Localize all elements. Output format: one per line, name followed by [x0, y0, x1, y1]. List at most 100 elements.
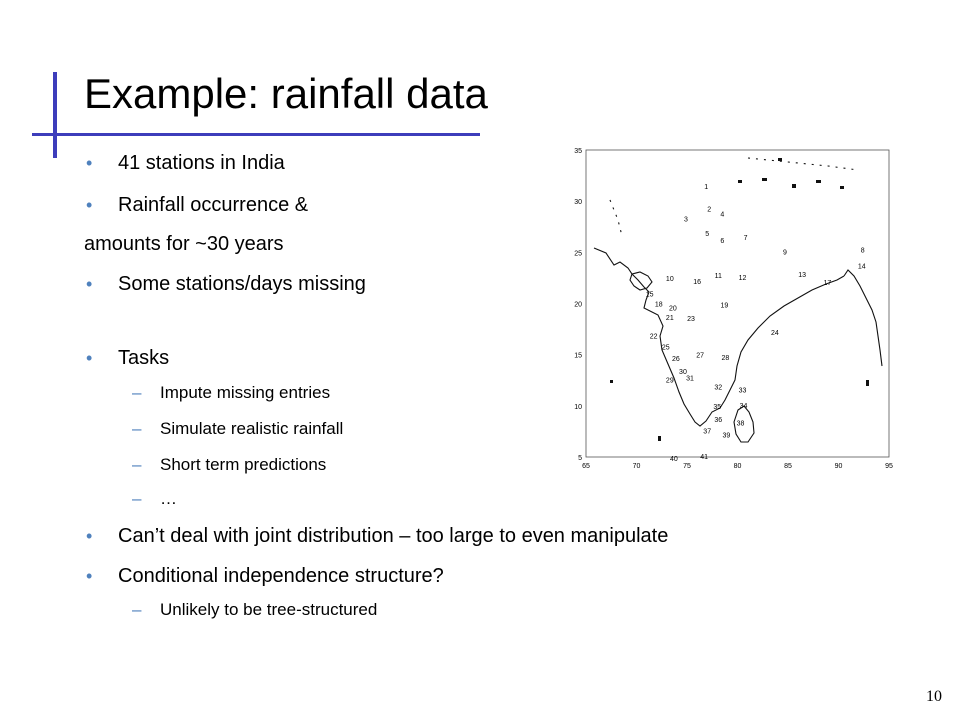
x-tick-label: 80 [734, 463, 742, 470]
station-3: 3 [684, 217, 688, 224]
station-28: 28 [721, 355, 729, 362]
bullet-text: Rainfall occurrence & [118, 194, 309, 216]
x-tick-label: 65 [582, 463, 590, 470]
station-4: 4 [720, 212, 724, 219]
gujarat-coast [629, 271, 653, 291]
y-tick-label: 15 [574, 353, 582, 360]
bullet-text: Some stations/days missing [118, 273, 366, 295]
station-34: 34 [740, 403, 748, 410]
dash-icon: – [132, 489, 142, 508]
bullet-text: Tasks [118, 347, 170, 369]
northern-border-dots [609, 157, 859, 237]
task-text: Impute missing entries [160, 383, 331, 402]
bullet-stations: • 41 stations in India [86, 151, 285, 175]
station-31: 31 [686, 375, 694, 382]
station-11: 11 [715, 273, 722, 280]
y-tick-label: 10 [574, 404, 582, 411]
island-mark [738, 180, 742, 183]
y-tick-label: 20 [574, 302, 582, 309]
bullet-dot-icon: • [86, 348, 93, 368]
title-accent-vertical-bar [53, 72, 57, 158]
station-6: 6 [720, 238, 724, 245]
bangladesh-coast [843, 269, 883, 367]
task-text: Simulate realistic rainfall [160, 419, 344, 438]
station-41: 41 [700, 454, 708, 461]
bullet-dot-icon: • [86, 195, 93, 215]
station-13: 13 [798, 272, 806, 279]
task-impute: – Impute missing entries [132, 382, 331, 404]
dash-icon: – [132, 383, 142, 402]
y-tick-label: 30 [574, 199, 582, 206]
bullet-conditional-independence: • Conditional independence structure? [86, 564, 444, 588]
bullet-tasks: • Tasks [86, 346, 170, 370]
station-37: 37 [703, 428, 711, 435]
bullet-joint-distribution: • Can’t deal with joint distribution – t… [86, 524, 669, 548]
sub-tree-structured: – Unlikely to be tree-structured [132, 599, 378, 621]
x-tick-label: 70 [633, 463, 641, 470]
map-frame [585, 149, 890, 458]
station-25: 25 [662, 345, 670, 352]
island-mark [792, 184, 796, 188]
station-1: 1 [704, 184, 708, 191]
x-tick-label: 85 [784, 463, 792, 470]
task-text: Short term predictions [160, 455, 327, 474]
island-mark [762, 178, 767, 181]
page-number: 10 [926, 688, 942, 705]
station-2: 2 [707, 206, 711, 213]
station-16: 16 [693, 279, 701, 286]
island-mark [840, 186, 844, 189]
station-33: 33 [739, 388, 747, 395]
coastline [593, 157, 883, 443]
slide-title: Example: rainfall data [84, 70, 488, 117]
station-8: 8 [861, 247, 865, 254]
bullet-text: Conditional independence structure? [118, 565, 444, 587]
station-20: 20 [669, 306, 677, 313]
bullet-dot-icon: • [86, 526, 93, 546]
station-10: 10 [666, 276, 674, 283]
sri-lanka [733, 405, 755, 443]
x-tick-label: 95 [885, 463, 893, 470]
dash-icon: – [132, 419, 142, 438]
sub-text: Unlikely to be tree-structured [160, 600, 378, 619]
x-tick-label: 75 [683, 463, 691, 470]
bullet-rainfall: • Rainfall occurrence & [86, 193, 309, 217]
station-32: 32 [714, 384, 722, 391]
station-21: 21 [666, 315, 674, 322]
map-x-ticks: 65 70 75 80 85 90 95 [582, 463, 893, 470]
title-accent-horizontal-bar [32, 133, 480, 136]
lakes-and-islands [610, 158, 869, 441]
bullet-text: Can’t deal with joint distribution – too… [118, 525, 669, 547]
station-19: 19 [720, 303, 728, 310]
task-ellipsis: – … [132, 488, 177, 510]
bullet-text: 41 stations in India [118, 152, 285, 174]
station-23: 23 [687, 316, 695, 323]
island-mark [610, 380, 613, 383]
india-coastline [593, 247, 845, 427]
y-tick-label: 25 [574, 250, 582, 257]
station-27: 27 [696, 353, 704, 360]
station-7: 7 [744, 235, 748, 242]
station-18: 18 [655, 302, 663, 309]
station-29: 29 [666, 377, 674, 384]
y-tick-label: 5 [578, 455, 582, 462]
station-30: 30 [679, 369, 687, 376]
station-35: 35 [713, 404, 721, 411]
station-22: 22 [650, 333, 658, 340]
map-y-ticks: 35 30 25 20 15 10 5 [574, 148, 582, 462]
station-40: 40 [670, 456, 678, 463]
island-mark [658, 436, 661, 441]
station-5: 5 [705, 231, 709, 238]
station-17: 17 [823, 280, 831, 287]
station-24: 24 [771, 330, 779, 337]
station-14: 14 [858, 264, 866, 271]
bullet-dot-icon: • [86, 153, 93, 173]
station-36: 36 [714, 417, 722, 424]
bullet-missing: • Some stations/days missing [86, 272, 366, 296]
bullet-continuation: amounts for ~30 years [84, 233, 284, 255]
station-39: 39 [722, 433, 730, 440]
dash-icon: – [132, 455, 142, 474]
station-12: 12 [739, 275, 747, 282]
island-mark [816, 180, 821, 183]
